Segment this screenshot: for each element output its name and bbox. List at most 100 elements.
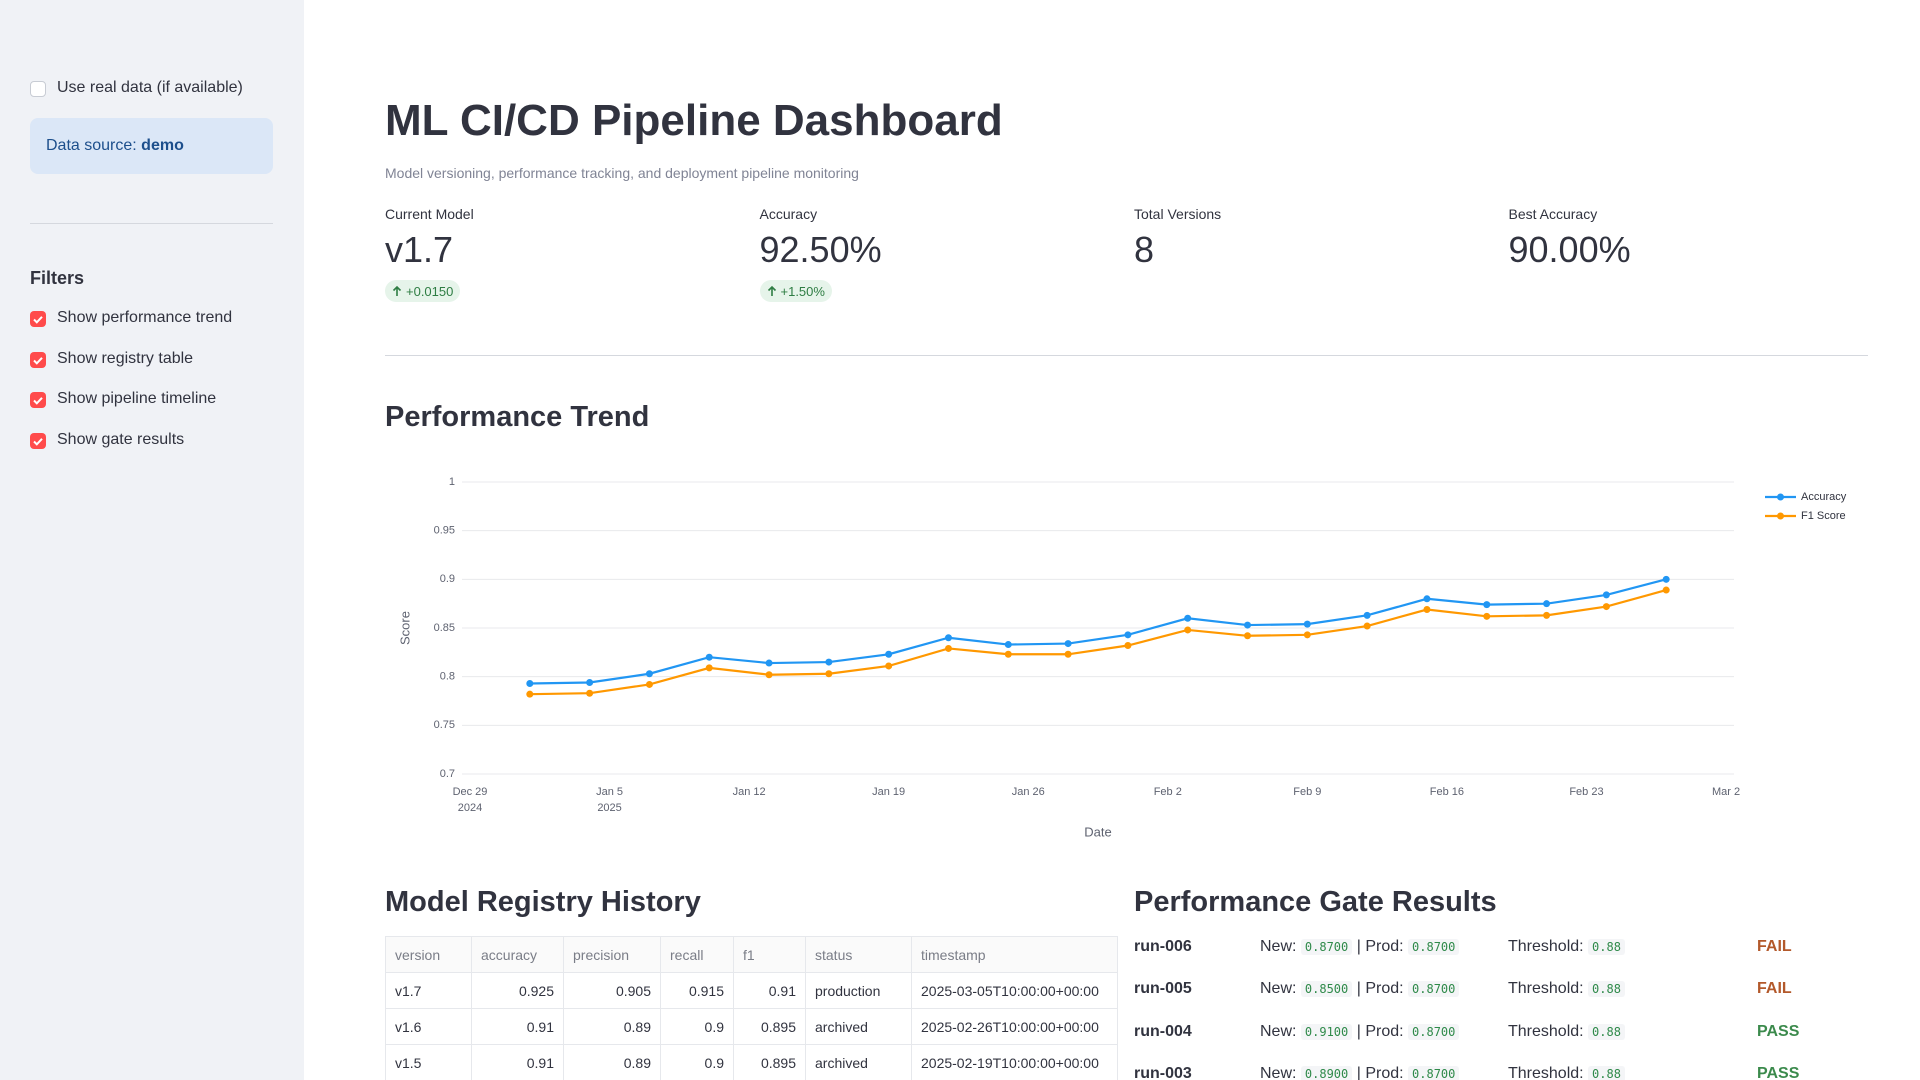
section-title: Model Registry History [385,886,701,918]
run-id: run-004 [1134,1022,1192,1040]
label: Threshold: [1508,938,1584,955]
checkbox[interactable] [30,351,46,368]
data-point [1602,603,1610,611]
column-header: status [805,936,912,973]
gate-values: New: 0.8900 | Prod: 0.8700 [1260,1064,1460,1080]
check-icon [33,316,43,324]
data-point [885,650,893,658]
checkbox-label[interactable]: Show pipeline timeline [57,390,217,407]
section-title: Performance Gate Results [1134,886,1497,918]
column-header: version [385,936,472,973]
table-cell: v1.6 [385,1008,472,1045]
header-row: version accuracy precision recall f1 status ti… [385,936,1118,973]
code: 0.8700 [1408,1065,1460,1080]
code: 0.8700 [1408,981,1460,998]
checkbox[interactable] [30,432,46,449]
column-header: timestamp [911,936,1118,973]
data-point [1483,612,1491,620]
data-point [1363,611,1371,619]
checkbox-label[interactable]: Show registry table [57,349,194,367]
data-point [885,662,893,670]
code: 0.8700 [1408,939,1460,955]
data-point [705,664,713,672]
check-icon [33,356,43,365]
check-icon [33,437,43,446]
subtitle: Model versioning, performance tracking, … [385,165,859,181]
table-row: v1.6 0.91 0.89 0.9 0.895 archived 2025-02-26T1… [385,1008,1118,1045]
metric-value: v1.7 [385,229,454,270]
y-tick-label: 0.95 [434,525,455,537]
table-cell: v1.7 [385,972,472,1009]
check-icon [33,397,43,405]
label: | Prod: [1356,980,1404,998]
x-tick-label: Jan 12 [733,786,766,798]
arrow-up-icon [392,285,402,296]
series-line [529,588,1667,696]
y-tick-label: 0.85 [434,622,455,634]
page-title: ML CI/CD Pipeline Dashboard [385,96,1003,145]
metric-value: 92.50% [759,229,882,270]
table-cell: 0.89 [563,1044,661,1080]
legend-marker [1777,512,1784,520]
data-point [1244,621,1252,629]
column-header: recall [660,936,734,973]
metric-value: 8 [1134,229,1155,270]
data-point [705,653,713,661]
checkbox-label[interactable]: Use real data (if available) [57,79,243,96]
y-tick-label: 0.9 [440,573,455,585]
gate-values: New: 0.8500 | Prod: 0.8700 [1260,980,1460,998]
info-value: demo [141,137,184,154]
label: New: [1260,1064,1297,1080]
run-id: run-005 [1134,980,1192,998]
data-point [1543,611,1551,619]
code: 0.8500 [1300,981,1353,998]
code: 0.88 [1588,1065,1625,1080]
data-point [586,679,594,687]
checkbox-label[interactable]: Show gate results [57,430,185,448]
gate-threshold: Threshold: 0.88 [1508,1065,1625,1080]
checkbox[interactable] [30,81,46,97]
metric-label: Current Model [385,206,474,222]
gate-status: FAIL [1757,980,1792,998]
label: New: [1260,980,1297,998]
metric-delta: +0.0150 [385,280,461,302]
data-point [1303,631,1311,639]
checkbox-label[interactable]: Show performance trend [57,309,233,326]
code: 0.8700 [1300,939,1353,955]
y-tick-label: 1 [449,476,455,488]
data-point [645,670,653,678]
data-point [1064,650,1072,658]
label: Threshold: [1508,1022,1584,1040]
data-point [765,659,773,667]
series-line [529,578,1667,685]
table-cell: 2025-03-05T10:00:00+00:00 [911,972,1118,1009]
gate-threshold: Threshold: 0.88 [1508,1023,1625,1041]
table-cell: 0.895 [733,1008,806,1045]
data-point [645,680,653,688]
checkbox[interactable] [30,311,46,327]
data-point [1244,632,1252,640]
data-point [526,690,534,698]
data-point [1184,614,1192,622]
data-point [1064,640,1072,648]
legend-marker [1777,493,1784,501]
checkbox[interactable] [30,392,46,408]
data-point [1423,595,1431,603]
legend-label: F1 Score [1801,510,1846,522]
data-point [526,679,534,687]
table-cell: v1.5 [385,1044,472,1080]
data-point [1363,622,1371,630]
data-point [1483,601,1491,609]
y-tick-label: 0.8 [440,671,455,683]
x-tick-label: Feb 9 [1293,786,1321,798]
data-point [1543,600,1551,608]
code: 0.8700 [1408,1023,1460,1040]
metric-label: Total Versions [1134,206,1222,222]
metric-label: Accuracy [759,206,818,222]
code: 0.8900 [1300,1065,1353,1080]
data-point [1423,606,1431,614]
label: New: [1260,1022,1297,1040]
filters-title: Filters [30,268,85,288]
label: New: [1260,938,1297,955]
x-axis-label: Date [1084,824,1111,839]
